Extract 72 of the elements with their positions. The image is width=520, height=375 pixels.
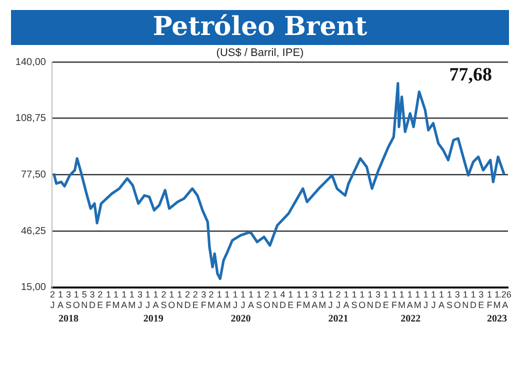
- x-tick-label: 3 A: [312, 289, 318, 310]
- x-tick-label: 1 M: [398, 289, 406, 310]
- x-tick-label: 1 E: [288, 289, 294, 310]
- x-tick-label: 1 F: [106, 289, 112, 310]
- x-tick-label: 1 A: [248, 289, 254, 310]
- x-tick-label: 2 E: [192, 289, 198, 310]
- x-tick-label: 1 M: [128, 289, 136, 310]
- x-tick-label: 3 D: [374, 289, 382, 310]
- x2-tick-label: 2018: [58, 314, 79, 325]
- x-tick-label: 3 F: [200, 289, 207, 310]
- x-tick-label: 1 J: [232, 289, 238, 310]
- x-tick-label: 2 S: [160, 289, 167, 310]
- x-tick-label: 5 N: [81, 289, 88, 310]
- x-tick-label: 1 J: [328, 289, 333, 310]
- x-tick-label: 1 M: [414, 289, 422, 310]
- x-tick-label: 1 J: [431, 289, 436, 310]
- x2-tick-label: 2020: [230, 314, 251, 325]
- x-tick-label: 3 O: [454, 289, 461, 310]
- y-tick-label: 15,00: [20, 282, 46, 294]
- x-tick-label: 2 M: [208, 289, 216, 310]
- x-tick-label: 1 A: [343, 289, 350, 310]
- y-tick-label: 108,75: [15, 113, 46, 124]
- x-tick-label: 1 N: [272, 289, 278, 310]
- x-tick-label: 1 A: [152, 289, 159, 310]
- x-tick-label: 3 D: [88, 289, 96, 310]
- x-tick-label: 2 D: [184, 289, 192, 310]
- x-tick-label: 2 O: [263, 289, 270, 310]
- x-tick-label: 1 M: [302, 289, 310, 310]
- x-tick-label: 1 O: [72, 289, 80, 310]
- x2-tick-label: 2022: [400, 314, 421, 325]
- x2-tick-label: 2021: [328, 314, 348, 325]
- chart-title: Petróleo Brent: [11, 10, 509, 45]
- x-tick-label: 1 M: [318, 289, 326, 310]
- x-tick-label: 2 E: [97, 289, 104, 310]
- x2-tick-label: 2023: [487, 314, 508, 325]
- x-tick-label: 1 D: [470, 289, 477, 310]
- x-tick-label: .26 A: [498, 289, 512, 310]
- y-tick-label: 46,25: [20, 226, 46, 237]
- x-tick-label: 1 S: [446, 289, 453, 310]
- x-tick-label: 1 M: [493, 289, 501, 310]
- x-tick-label: 3 E: [478, 289, 484, 310]
- x-tick-label: 4 D: [279, 289, 286, 310]
- annotation: 77,68: [449, 64, 492, 86]
- x-tick-label: 1 J: [240, 289, 246, 310]
- x-tick-label: 1 M: [223, 289, 231, 310]
- x-tick-label: 1 O: [358, 289, 366, 310]
- x-tick-label: 1 S: [256, 289, 262, 310]
- x-tick-label: 1 F: [391, 289, 398, 310]
- x-tick-label: 1 O: [168, 289, 176, 310]
- x-tick-label: 1 A: [57, 289, 64, 310]
- x-tick-label: 3 J: [137, 289, 142, 310]
- y-tick-label: 77,50: [20, 169, 46, 180]
- x-tick-label: 1 A: [121, 289, 128, 310]
- x-tick-label: 1 A: [438, 289, 444, 310]
- x2-tick-label: 2019: [143, 314, 164, 325]
- x-tick-label: 2 J: [336, 289, 341, 310]
- x-tick-label: 1 N: [176, 289, 183, 310]
- x-tick-label: 1 N: [462, 289, 469, 310]
- x-tick-label: 1 E: [382, 289, 389, 310]
- x-tick-label: 1 A: [406, 289, 413, 310]
- x-tick-label: 3 S: [66, 289, 72, 310]
- x-tick-label: 1 S: [351, 289, 358, 310]
- x-tick-label: 1 F: [296, 289, 302, 310]
- chart-subtitle: (US$ / Barril, IPE): [216, 47, 304, 59]
- x-tick-label: 1 J: [423, 289, 428, 310]
- x-tick-label: 1 J: [145, 289, 150, 310]
- x-tick-label: 1 M: [112, 289, 120, 310]
- x-tick-label: 1 A: [216, 289, 222, 310]
- y-tick-label: 140,00: [15, 56, 46, 68]
- x-tick-label: 1 F: [486, 289, 493, 310]
- x-tick-label: 2 J: [50, 289, 56, 310]
- x-tick-label: 1 N: [366, 289, 374, 310]
